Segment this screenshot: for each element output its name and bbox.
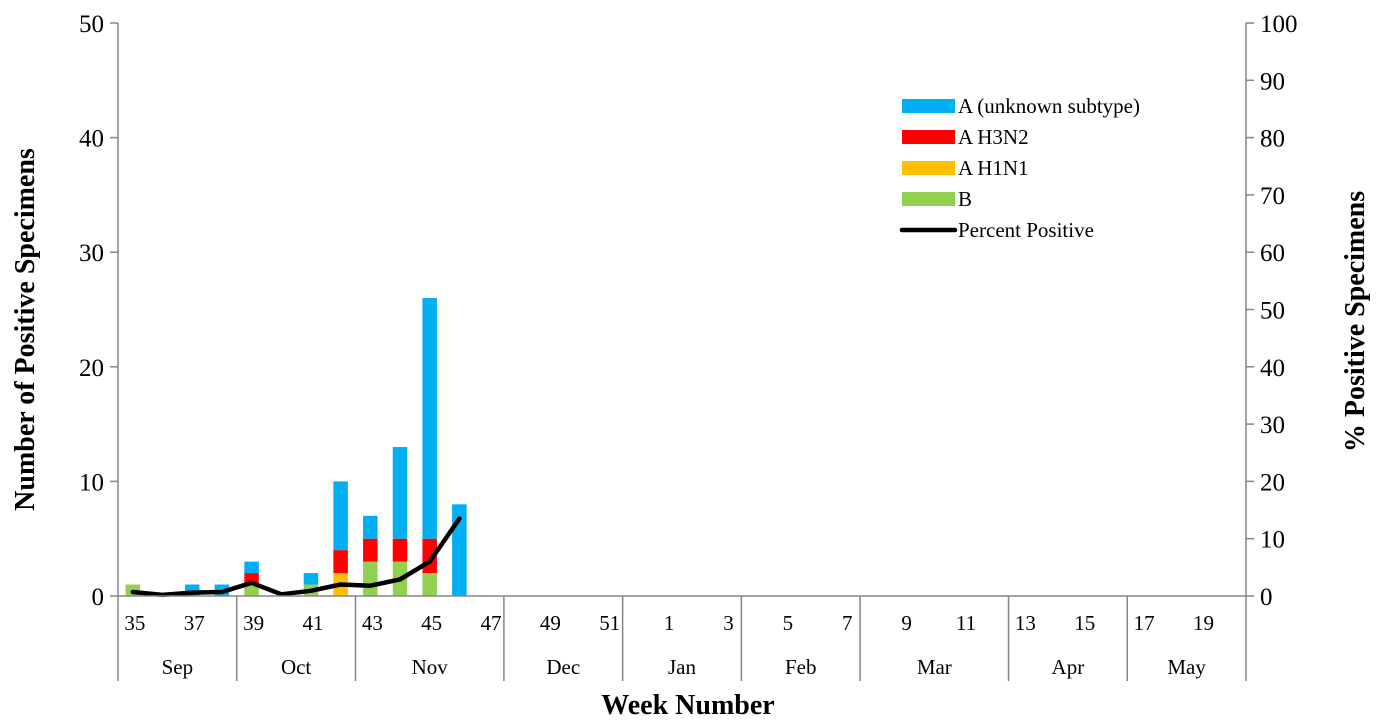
bar-a-h3n2-39 xyxy=(244,573,259,585)
month-label-oct: Oct xyxy=(281,655,311,679)
y2-tick-label-100: 100 xyxy=(1260,11,1298,38)
y-axis-title: Number of Positive Specimens xyxy=(10,148,41,511)
legend-label-a-unknown-subtype: A (unknown subtype) xyxy=(958,94,1140,118)
bar-b-39 xyxy=(244,584,259,596)
y2-tick-label-10: 10 xyxy=(1260,527,1285,554)
week-label-37: 37 xyxy=(184,611,205,635)
y2-tick-label-80: 80 xyxy=(1260,126,1285,153)
y2-tick-label-20: 20 xyxy=(1260,469,1285,496)
bar-a-h3n2-43 xyxy=(363,538,378,562)
week-label-3: 3 xyxy=(723,611,734,635)
week-label-51: 51 xyxy=(599,611,620,635)
week-label-43: 43 xyxy=(362,611,383,635)
week-label-11: 11 xyxy=(956,611,976,635)
week-label-9: 9 xyxy=(901,611,912,635)
week-label-5: 5 xyxy=(783,611,794,635)
bar-a-h3n2-44 xyxy=(392,538,408,562)
bar-a-unknown-subtype--37 xyxy=(184,584,200,596)
bar-b-43 xyxy=(363,561,378,596)
month-label-may: May xyxy=(1167,655,1206,679)
y-tick-label-20: 20 xyxy=(79,355,104,382)
week-label-39: 39 xyxy=(243,611,264,635)
x-axis-title: Week Number xyxy=(601,690,774,721)
week-label-49: 49 xyxy=(540,611,561,635)
legend-label-b: B xyxy=(958,187,972,211)
legend-swatch-a-h3n2 xyxy=(902,130,955,144)
legend-label-a-h1n1: A H1N1 xyxy=(958,156,1029,180)
y2-tick-label-90: 90 xyxy=(1260,68,1285,95)
month-label-mar: Mar xyxy=(917,655,952,679)
week-label-13: 13 xyxy=(1015,611,1036,635)
month-label-feb: Feb xyxy=(785,655,817,679)
week-label-15: 15 xyxy=(1074,611,1095,635)
y-tick-label-40: 40 xyxy=(79,126,104,153)
bars-layer xyxy=(125,298,467,596)
legend: A (unknown subtype) A H3N2 A H1N1 B Percent … xyxy=(899,94,1140,242)
line-layer xyxy=(130,516,462,598)
bar-a-unknown-subtype--41 xyxy=(303,573,319,585)
y2-tick-label-30: 30 xyxy=(1260,412,1285,439)
y-tick-label-0: 0 xyxy=(92,584,105,611)
y2-tick-label-50: 50 xyxy=(1260,298,1285,325)
bar-a-h3n2-42 xyxy=(333,550,348,574)
legend-swatch-a-h1n1 xyxy=(902,161,955,175)
bar-a-unknown-subtype--42 xyxy=(333,481,348,551)
y2-tick-label-60: 60 xyxy=(1260,240,1285,267)
y2-tick-label-40: 40 xyxy=(1260,355,1285,382)
legend-label-a-h3n2: A H3N2 xyxy=(958,125,1029,149)
month-label-sep: Sep xyxy=(162,655,194,679)
week-label-41: 41 xyxy=(302,611,323,635)
month-label-nov: Nov xyxy=(412,655,449,679)
legend-label-percent-positive: Percent Positive xyxy=(958,218,1094,242)
y2-tick-label-0: 0 xyxy=(1260,584,1273,611)
bar-a-unknown-subtype--45 xyxy=(422,298,437,539)
legend-swatch-a-unknown-subtype xyxy=(902,99,955,113)
bar-a-unknown-subtype--44 xyxy=(392,447,408,539)
y-tick-label-50: 50 xyxy=(79,11,104,38)
month-label-apr: Apr xyxy=(1052,655,1085,679)
week-label-7: 7 xyxy=(842,611,853,635)
y2-tick-label-70: 70 xyxy=(1260,183,1285,210)
week-label-47: 47 xyxy=(481,611,502,635)
legend-swatch-b xyxy=(902,192,955,206)
week-label-19: 19 xyxy=(1193,611,1214,635)
week-label-45: 45 xyxy=(421,611,442,635)
bar-b-45 xyxy=(422,573,437,596)
bar-a-unknown-subtype--39 xyxy=(244,561,259,574)
week-label-35: 35 xyxy=(124,611,145,635)
month-label-dec: Dec xyxy=(546,655,580,679)
week-label-1: 1 xyxy=(664,611,675,635)
month-label-jan: Jan xyxy=(668,655,696,679)
bar-a-unknown-subtype--43 xyxy=(363,515,378,539)
y2-axis-title: % Positive Specimens xyxy=(1340,191,1371,452)
axes-layer xyxy=(110,22,1254,681)
week-label-17: 17 xyxy=(1134,611,1155,635)
y-tick-label-10: 10 xyxy=(79,469,104,496)
percent-positive-line xyxy=(130,516,462,598)
y-tick-label-30: 30 xyxy=(79,240,104,267)
